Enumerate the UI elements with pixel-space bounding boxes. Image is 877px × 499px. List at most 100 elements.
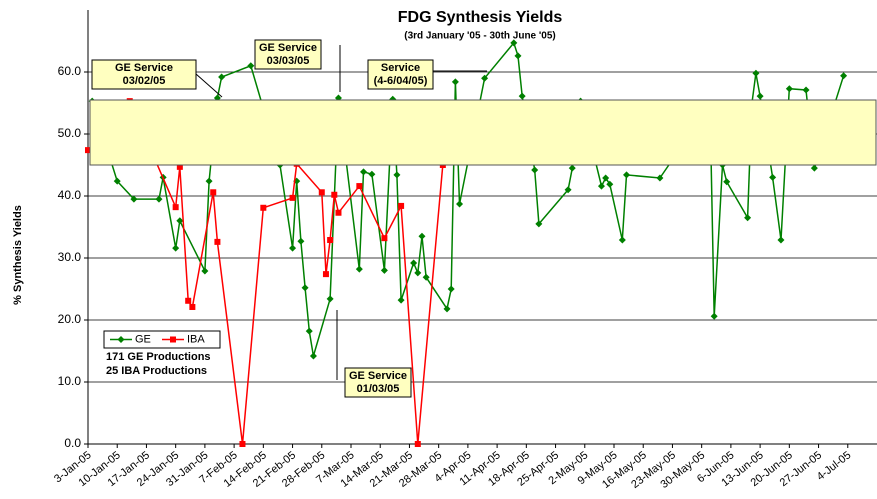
annotation-text: 01/03/05 bbox=[357, 383, 400, 395]
annotation-text: 03/03/05 bbox=[267, 55, 310, 67]
marker bbox=[368, 170, 376, 178]
marker bbox=[289, 244, 297, 252]
y-axis-label: % Synthesis Yields bbox=[12, 205, 24, 305]
marker bbox=[710, 312, 718, 320]
marker bbox=[327, 237, 334, 244]
marker bbox=[514, 52, 522, 60]
legend-note: 171 GE Productions bbox=[106, 351, 211, 363]
series-line bbox=[91, 41, 845, 357]
marker bbox=[410, 259, 418, 267]
marker bbox=[130, 195, 138, 203]
y-tick-label: 60.0 bbox=[58, 64, 82, 78]
marker bbox=[247, 62, 255, 70]
marker bbox=[297, 237, 305, 245]
marker bbox=[322, 271, 329, 278]
marker bbox=[239, 441, 246, 447]
marker bbox=[623, 171, 631, 179]
marker bbox=[218, 73, 226, 81]
y-tick-label: 30.0 bbox=[58, 250, 82, 264]
marker bbox=[176, 163, 183, 170]
marker bbox=[564, 186, 572, 194]
marker bbox=[331, 191, 338, 198]
marker bbox=[443, 305, 451, 313]
marker bbox=[744, 214, 752, 222]
marker bbox=[318, 189, 325, 196]
legend-label: GE bbox=[135, 333, 151, 345]
marker bbox=[656, 174, 664, 182]
marker bbox=[289, 194, 296, 201]
annotation-text: GE Service bbox=[115, 62, 173, 74]
marker bbox=[309, 352, 317, 360]
marker bbox=[397, 296, 405, 304]
marker bbox=[518, 92, 526, 100]
marker bbox=[326, 295, 334, 303]
chart-subtitle: (3rd January '05 - 30th June '05) bbox=[404, 31, 555, 42]
legend-label: IBA bbox=[187, 333, 205, 345]
marker bbox=[810, 164, 818, 172]
marker bbox=[618, 236, 626, 244]
marker bbox=[785, 85, 793, 93]
marker bbox=[155, 195, 163, 203]
marker bbox=[172, 244, 180, 252]
y-tick-label: 20.0 bbox=[58, 312, 82, 326]
marker bbox=[535, 220, 543, 228]
marker bbox=[414, 441, 421, 447]
marker bbox=[418, 232, 426, 240]
marker bbox=[210, 189, 217, 196]
marker bbox=[214, 238, 221, 245]
marker bbox=[85, 147, 91, 154]
annotation-text: GE Service bbox=[349, 370, 407, 382]
legend-note: 25 IBA Productions bbox=[106, 365, 207, 377]
annotation-box bbox=[344, 367, 412, 398]
marker bbox=[393, 171, 401, 179]
marker bbox=[756, 92, 764, 100]
marker bbox=[481, 74, 489, 82]
marker bbox=[451, 78, 459, 86]
annotation-box bbox=[91, 59, 197, 90]
marker bbox=[531, 166, 539, 174]
overlay: GE IBA 171 GE Productions 25 IBA Production… bbox=[91, 39, 487, 398]
marker bbox=[769, 173, 777, 181]
marker bbox=[597, 182, 605, 190]
marker bbox=[201, 267, 209, 275]
marker bbox=[456, 200, 464, 208]
marker bbox=[380, 266, 388, 274]
marker bbox=[113, 177, 121, 185]
marker bbox=[185, 297, 192, 304]
marker bbox=[414, 269, 422, 277]
marker bbox=[568, 164, 576, 172]
marker bbox=[510, 39, 518, 47]
annotation-text: Service bbox=[381, 62, 420, 74]
y-tick-label: 0.0 bbox=[64, 436, 81, 450]
marker bbox=[305, 327, 313, 335]
legend: GE IBA bbox=[103, 330, 221, 349]
marker bbox=[602, 174, 610, 182]
marker bbox=[802, 86, 810, 94]
marker bbox=[335, 209, 342, 216]
marker bbox=[447, 285, 455, 293]
y-tick-label: 40.0 bbox=[58, 188, 82, 202]
annotation-text: 03/02/05 bbox=[123, 75, 166, 87]
marker bbox=[176, 217, 184, 225]
marker bbox=[117, 336, 125, 343]
annotation-leader bbox=[195, 73, 223, 98]
marker bbox=[360, 168, 368, 176]
marker bbox=[752, 69, 760, 77]
y-tick-label: 10.0 bbox=[58, 374, 82, 388]
marker bbox=[355, 265, 363, 273]
chart-title: FDG Synthesis Yields bbox=[398, 9, 563, 26]
marker bbox=[189, 303, 196, 310]
annotation-text: (4-6/04/05) bbox=[374, 75, 428, 87]
marker bbox=[301, 284, 309, 292]
marker bbox=[172, 204, 179, 211]
marker bbox=[356, 183, 363, 190]
redaction-box bbox=[89, 99, 877, 166]
marker bbox=[422, 273, 430, 281]
marker bbox=[840, 72, 848, 80]
series-line bbox=[87, 99, 444, 445]
annotation-text: GE Service bbox=[259, 42, 317, 54]
marker bbox=[381, 235, 388, 242]
annotation-box bbox=[367, 59, 434, 90]
y-tick-label: 50.0 bbox=[58, 126, 82, 140]
